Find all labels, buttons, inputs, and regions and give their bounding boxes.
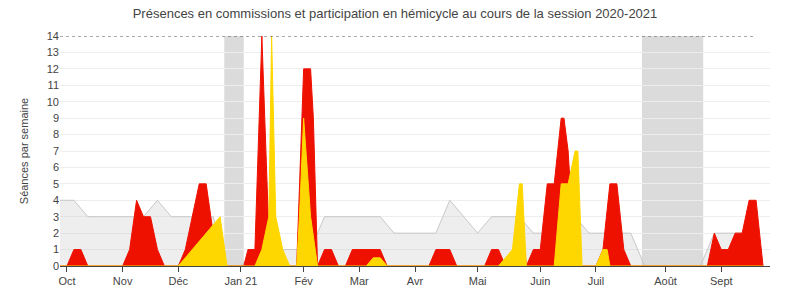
svg-text:7: 7 (53, 145, 59, 157)
svg-text:4: 4 (53, 194, 59, 206)
svg-text:Sept: Sept (710, 275, 733, 287)
svg-text:5: 5 (53, 178, 59, 190)
svg-text:13: 13 (47, 46, 59, 58)
svg-text:Juil: Juil (588, 275, 605, 287)
svg-text:Nov: Nov (113, 275, 133, 287)
svg-text:8: 8 (53, 128, 59, 140)
svg-text:Jan 21: Jan 21 (224, 275, 257, 287)
svg-text:9: 9 (53, 112, 59, 124)
svg-text:Oct: Oct (58, 275, 75, 287)
svg-text:Séances par semaine: Séances par semaine (18, 98, 30, 204)
svg-text:6: 6 (53, 161, 59, 173)
svg-text:Juin: Juin (530, 275, 550, 287)
svg-text:Présences en commissions et pa: Présences en commissions et participatio… (133, 6, 658, 21)
svg-text:Fév: Fév (294, 275, 313, 287)
svg-text:Août: Août (654, 275, 677, 287)
svg-text:Mai: Mai (469, 275, 487, 287)
svg-text:1: 1 (53, 243, 59, 255)
svg-text:Mar: Mar (350, 275, 369, 287)
svg-text:14: 14 (47, 30, 59, 42)
svg-text:Déc: Déc (169, 275, 189, 287)
svg-text:0: 0 (53, 260, 59, 272)
svg-text:12: 12 (47, 63, 59, 75)
svg-text:10: 10 (47, 96, 59, 108)
svg-text:Avr: Avr (407, 275, 424, 287)
svg-text:2: 2 (53, 227, 59, 239)
svg-text:3: 3 (53, 211, 59, 223)
svg-text:11: 11 (48, 79, 59, 91)
